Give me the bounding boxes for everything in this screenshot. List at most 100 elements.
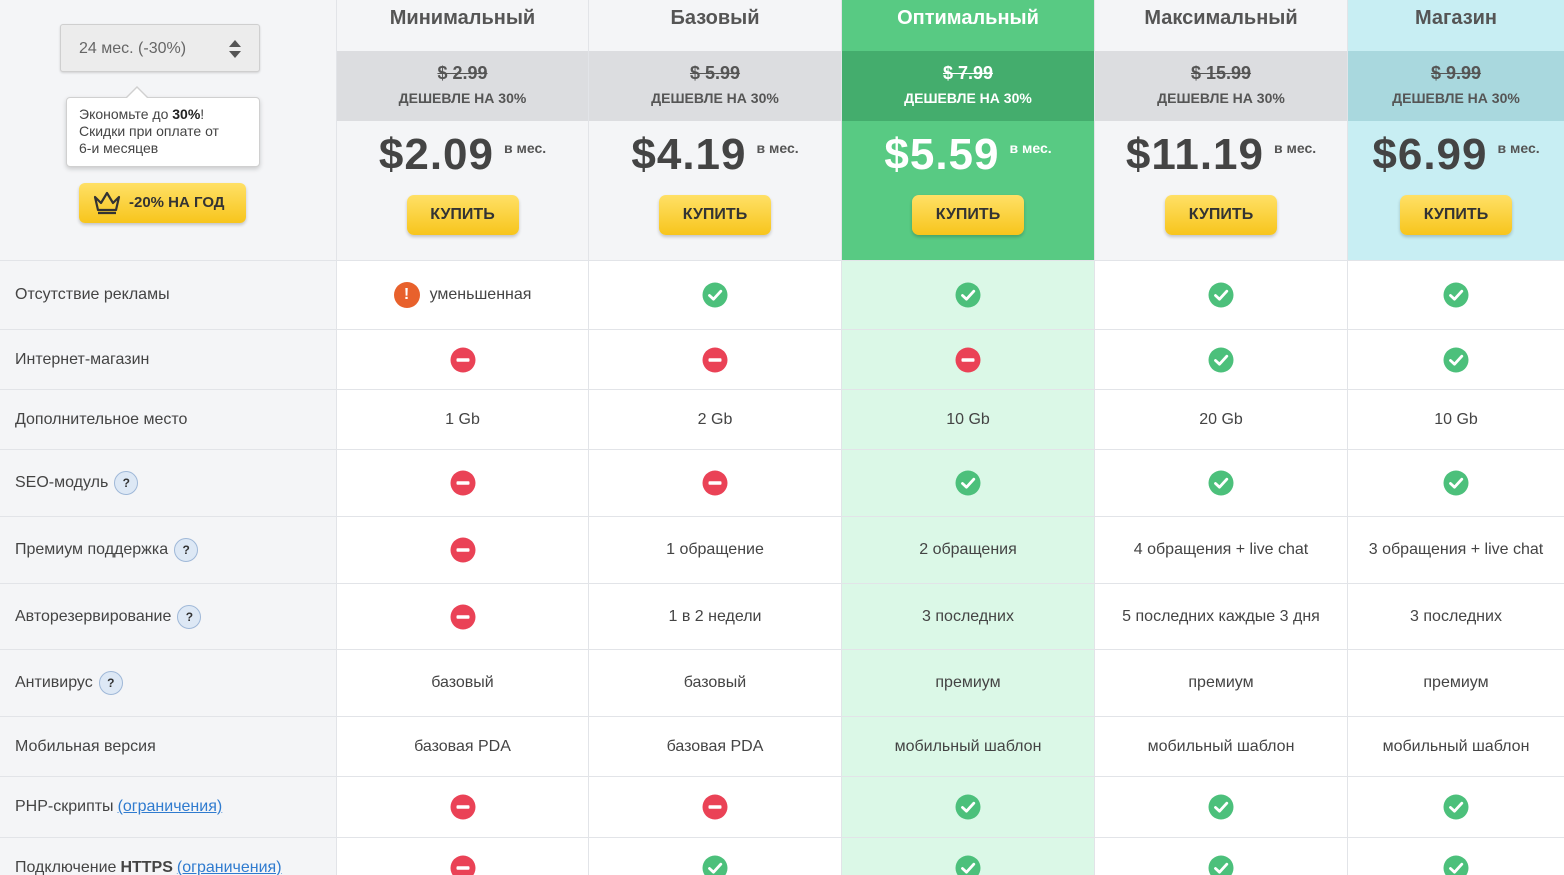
feature-row: Отсутствие рекламы! уменьшенная (0, 260, 1564, 329)
feature-value: 10 Gb (1434, 410, 1478, 428)
check-icon (1208, 347, 1234, 372)
price-value: $2.09 (378, 130, 494, 179)
price-value: $6.99 (1372, 130, 1488, 179)
check-icon (1208, 470, 1234, 496)
limitations-link[interactable]: (ограничения) (176, 858, 282, 875)
minus-icon (450, 347, 475, 372)
buy-button[interactable]: КУПИТЬ (659, 195, 771, 235)
feature-cell (1348, 838, 1564, 875)
buy-button[interactable]: КУПИТЬ (1165, 195, 1277, 235)
price-band: $ 5.99 ДЕШЕВЛЕ НА 30% (589, 51, 841, 121)
feature-label-text: Отсутствие рекламы (15, 286, 170, 303)
feature-cell (337, 330, 589, 389)
feature-label: Подключение HTTPS (ограничения) (0, 838, 337, 875)
check-icon (1208, 855, 1234, 875)
help-icon[interactable]: ? (177, 604, 202, 629)
feature-value: 10 Gb (946, 410, 990, 428)
feature-label: Дополнительное место (0, 390, 337, 449)
feature-cell (842, 330, 1095, 389)
feature-cell (842, 450, 1095, 516)
select-arrows-icon (229, 40, 241, 58)
feature-value: 3 обращения + live chat (1368, 541, 1544, 558)
tooltip-line3: 6-и месяцев (79, 140, 159, 156)
feature-value: 2 Gb (697, 410, 733, 428)
feature-cell: 3 обращения + live chat (1348, 517, 1564, 583)
plan-column: Оптимальный $ 7.99 ДЕШЕВЛЕ НА 30% $5.59 в ме… (842, 0, 1095, 260)
price-band: $ 15.99 ДЕШЕВЛЕ НА 30% (1095, 51, 1347, 121)
feature-value: базовая PDA (666, 737, 764, 755)
feature-cell: 10 Gb (842, 390, 1095, 449)
feature-cell (337, 584, 589, 649)
feature-cell: премиум (842, 650, 1095, 716)
minus-icon (450, 604, 475, 629)
feature-value: премиум (935, 674, 1001, 691)
feature-label-text: Подключение (15, 858, 117, 875)
feature-label-text: PHP-скрипты (15, 798, 114, 815)
price-band: $ 7.99 ДЕШЕВЛЕ НА 30% (842, 51, 1094, 121)
feature-row: Дополнительное место 1 Gb 2 Gb 10 Gb 20 Gb 10… (0, 389, 1564, 449)
minus-icon (955, 347, 981, 372)
feature-cell: 1 Gb (337, 390, 589, 449)
help-icon[interactable]: ? (174, 538, 199, 562)
per-month-label: в мес. (756, 140, 799, 156)
plan-name: Оптимальный (897, 7, 1039, 29)
check-icon (955, 855, 981, 875)
feature-cell (1095, 261, 1348, 329)
feature-cell: 4 обращения + live chat (1095, 517, 1348, 583)
feature-cell: премиум (1095, 650, 1348, 716)
feature-cell (589, 777, 842, 837)
feature-value: 4 обращения + live chat (1133, 541, 1309, 558)
feature-cell (589, 330, 842, 389)
discount-label: ДЕШЕВЛЕ НА 30% (1392, 90, 1520, 106)
buy-button[interactable]: КУПИТЬ (912, 195, 1024, 235)
per-month-label: в мес. (503, 140, 547, 156)
minus-icon (450, 794, 475, 820)
discount-label: ДЕШЕВЛЕ НА 30% (904, 90, 1032, 106)
discount-label: ДЕШЕВЛЕ НА 30% (398, 90, 527, 106)
feature-cell (1348, 330, 1564, 389)
limitations-link[interactable]: (ограничения) (117, 798, 223, 815)
feature-cell: 2 обращения (842, 517, 1095, 583)
check-icon (1443, 282, 1469, 308)
feature-value: мобильный шаблон (1382, 737, 1530, 755)
year-discount-button[interactable]: -20% НА ГОД (79, 183, 246, 223)
feature-cell (842, 777, 1095, 837)
check-icon (955, 470, 981, 496)
feature-row: SEO-модуль? (0, 449, 1564, 516)
feature-label-text: Интернет-магазин (15, 350, 150, 368)
feature-cell: 3 последних (1348, 584, 1564, 649)
plan-column: Магазин $ 9.99 ДЕШЕВЛЕ НА 30% $6.99 в мес. КУ… (1348, 0, 1564, 260)
feature-label-text: Премиум поддержка (15, 541, 169, 558)
help-icon[interactable]: ? (98, 671, 123, 695)
feature-value: 5 последних каждые 3 дня (1122, 607, 1320, 625)
feature-value: базовый (431, 674, 494, 691)
check-icon (1208, 794, 1234, 820)
buy-button[interactable]: КУПИТЬ (1400, 195, 1512, 235)
price-value: $4.19 (631, 130, 747, 179)
feature-cell: 2 Gb (589, 390, 842, 449)
period-select[interactable]: 24 мес. (-30%) (60, 24, 260, 72)
feature-cell: 10 Gb (1348, 390, 1564, 449)
year-discount-label: -20% НА ГОД (129, 194, 225, 211)
feature-cell (1095, 330, 1348, 389)
feature-label-text: Авторезервирование (15, 607, 172, 625)
feature-cell (1095, 838, 1348, 875)
feature-row: PHP-скрипты (ограничения) (0, 776, 1564, 837)
feature-cell (337, 450, 589, 516)
feature-cell (589, 261, 842, 329)
check-icon (955, 282, 981, 308)
tooltip-text: Экономьте до (79, 106, 173, 122)
price-value: $5.59 (884, 130, 1000, 179)
feature-cell: 5 последних каждые 3 дня (1095, 584, 1348, 649)
feature-cell (589, 838, 842, 875)
buy-button[interactable]: КУПИТЬ (406, 195, 519, 235)
feature-value: 3 последних (1410, 607, 1502, 625)
feature-cell: 1 обращение (589, 517, 842, 583)
savings-tooltip: Экономьте до 30%! Скидки при оплате от 6… (66, 86, 260, 167)
feature-cell: 1 в 2 недели (589, 584, 842, 649)
feature-label: Авторезервирование? (0, 584, 337, 649)
help-icon[interactable]: ? (114, 471, 139, 495)
price-band: $ 2.99 ДЕШЕВЛЕ НА 30% (337, 51, 588, 121)
minus-icon (450, 855, 475, 875)
